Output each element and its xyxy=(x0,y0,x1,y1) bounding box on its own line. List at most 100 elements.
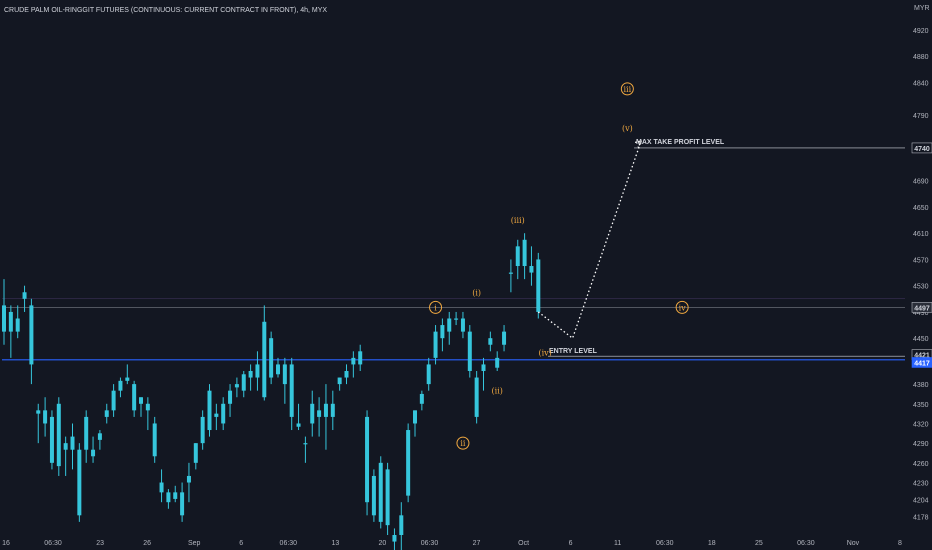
candle-body xyxy=(276,364,280,374)
candle-body xyxy=(71,437,75,450)
candle-body xyxy=(214,414,218,417)
x-tick-label: Sep xyxy=(188,540,201,547)
candle-body xyxy=(351,358,355,365)
price-tag-label: 4740 xyxy=(914,146,930,153)
candle-body xyxy=(153,423,157,456)
candle-body xyxy=(297,423,301,426)
y-tick-label: 4840 xyxy=(913,80,929,87)
candle-body xyxy=(194,443,198,463)
x-tick-label: 8 xyxy=(898,540,902,547)
candle-body xyxy=(57,404,61,466)
x-tick-label: 11 xyxy=(614,540,621,547)
candle-body xyxy=(36,410,40,413)
candle-body xyxy=(516,246,520,266)
y-tick-label: 4320 xyxy=(913,421,929,428)
chart-title: CRUDE PALM OIL-RINGGIT FUTURES (CONTINUO… xyxy=(4,7,327,14)
candle-body xyxy=(310,404,314,424)
x-tick-label: 6 xyxy=(239,540,243,547)
candle-body xyxy=(139,397,143,404)
x-tick-label: 13 xyxy=(331,540,339,547)
candle-body xyxy=(488,338,492,345)
wave-label: iv xyxy=(679,303,687,312)
candle-body xyxy=(372,476,376,515)
x-tick-label: 26 xyxy=(143,540,151,547)
y-tick-label: 4690 xyxy=(913,179,929,186)
candle-body xyxy=(29,305,33,364)
candle-body xyxy=(242,374,246,390)
currency-label: MYR xyxy=(914,5,930,12)
candle-body xyxy=(50,417,54,463)
candle-body xyxy=(509,273,513,274)
wave-label: (ii) xyxy=(492,387,503,396)
candle-body xyxy=(9,312,13,332)
wave-label: iii xyxy=(624,85,632,94)
x-tick-label: 6 xyxy=(569,540,573,547)
x-tick-label: 18 xyxy=(708,540,716,547)
y-tick-label: 4230 xyxy=(913,481,929,488)
candle-body xyxy=(447,319,451,332)
wave-label: (iv) xyxy=(538,349,551,358)
candle-body xyxy=(386,469,390,525)
candle-body xyxy=(290,364,294,416)
candle-body xyxy=(427,364,431,384)
candle-body xyxy=(208,391,212,430)
x-tick-label: Nov xyxy=(847,540,860,547)
y-tick-label: 4350 xyxy=(913,402,929,409)
candle-body xyxy=(413,410,417,423)
candle-body xyxy=(125,378,129,381)
candle-body xyxy=(166,492,170,502)
candle-body xyxy=(160,483,164,493)
y-tick-label: 4610 xyxy=(913,231,929,238)
candle-body xyxy=(331,404,335,417)
y-tick-label: 4920 xyxy=(913,28,929,35)
candle-body xyxy=(523,240,527,266)
price-tag-label: 4417 xyxy=(914,360,930,367)
candle-body xyxy=(221,404,225,424)
candle-body xyxy=(249,371,253,378)
x-tick-label: 06:30 xyxy=(797,540,815,547)
candle-body xyxy=(255,364,259,377)
candle-body xyxy=(187,476,191,483)
entry-level-label: ENTRY LEVEL xyxy=(549,348,598,355)
candle-body xyxy=(440,325,444,338)
candle-body xyxy=(173,492,177,499)
candle-body xyxy=(338,378,342,385)
candle-body xyxy=(358,351,362,364)
candle-body xyxy=(461,319,465,332)
candle-body xyxy=(434,332,438,358)
candle-body xyxy=(132,384,136,410)
candle-body xyxy=(105,410,109,417)
x-tick-label: 06:30 xyxy=(421,540,439,547)
candle-body xyxy=(406,430,410,496)
x-tick-label: 27 xyxy=(473,540,481,547)
y-tick-label: 4790 xyxy=(913,113,929,120)
candle-body xyxy=(468,332,472,371)
y-tick-label: 4650 xyxy=(913,205,929,212)
wave-label: (iii) xyxy=(511,216,525,225)
x-tick-label: Oct xyxy=(518,540,529,547)
take-profit-label: MAX TAKE PROFIT LEVEL xyxy=(636,139,725,146)
candle-body xyxy=(392,535,396,542)
y-tick-label: 4450 xyxy=(913,336,929,343)
candle-body xyxy=(84,417,88,450)
candle-body xyxy=(235,384,239,387)
y-tick-label: 4380 xyxy=(913,382,929,389)
candle-body xyxy=(201,417,205,443)
y-tick-label: 4178 xyxy=(913,515,929,522)
candle-body xyxy=(2,305,6,331)
candle-body xyxy=(112,391,116,411)
y-tick-label: 4260 xyxy=(913,461,929,468)
candle-body xyxy=(475,378,479,417)
x-tick-label: 20 xyxy=(379,540,387,547)
wave-label: ii xyxy=(460,439,466,448)
candle-body xyxy=(180,492,184,515)
candle-body xyxy=(536,259,540,311)
candle-body xyxy=(146,404,150,411)
candle-body xyxy=(43,410,47,423)
y-tick-label: 4570 xyxy=(913,257,929,264)
candle-body xyxy=(502,332,506,345)
x-tick-label: 06:30 xyxy=(280,540,298,547)
candle-body xyxy=(399,515,403,535)
